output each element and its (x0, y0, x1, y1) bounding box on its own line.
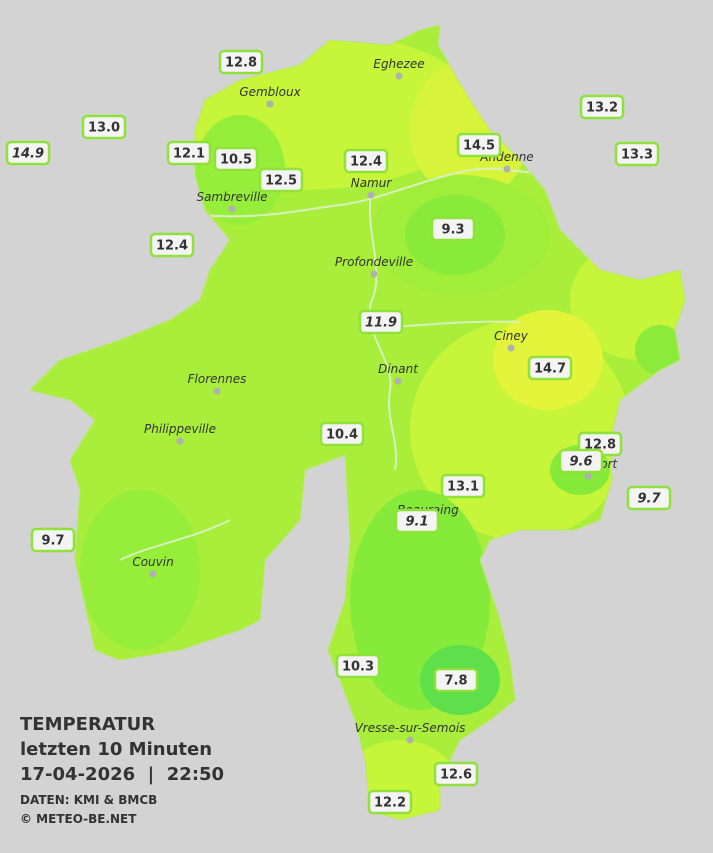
station-box (367, 789, 413, 815)
city-label: Florennes (188, 372, 247, 386)
station-value: 12.6 (440, 768, 472, 783)
legend: TEMPERATUR letzten 10 Minuten 17-04-2026… (20, 714, 224, 826)
station-value: 12.5 (265, 174, 297, 189)
city-dot (503, 165, 511, 173)
city-dot (176, 437, 184, 445)
city-dot (584, 472, 592, 480)
city-dot (228, 205, 236, 213)
station-value: 12.1 (173, 147, 205, 162)
station-box (440, 473, 486, 499)
station-box (335, 653, 381, 679)
legend-title: TEMPERATUR (20, 714, 155, 735)
station-value: 10.5 (220, 153, 252, 168)
station-value: 9.3 (441, 223, 464, 238)
station-box (614, 141, 660, 167)
station-value: 13.3 (621, 148, 653, 163)
station-value: 10.4 (326, 428, 358, 443)
city-label: Ciney (494, 329, 529, 343)
station-value: 9.6 (569, 455, 592, 470)
station-box (5, 140, 51, 166)
station-box (433, 667, 479, 693)
station-box (579, 94, 625, 120)
station-value: 9.1 (405, 515, 428, 530)
station-box (166, 140, 212, 166)
city-label: Sambreville (196, 190, 267, 204)
station-value: 14.7 (534, 362, 566, 377)
city-dot (507, 344, 515, 352)
legend-timestamp: 17-04-2026 | 22:50 (20, 764, 224, 785)
station-box (343, 148, 389, 174)
station-value: 14.9 (12, 147, 44, 162)
station-value: 13.2 (586, 101, 618, 116)
station-value: 13.0 (88, 121, 120, 136)
city-label: Couvin (132, 555, 173, 569)
station-value: 10.3 (342, 660, 374, 675)
city-label: Gembloux (239, 85, 301, 99)
city-label: Vresse-sur-Semois (355, 721, 466, 735)
station-value: 12.4 (350, 155, 382, 170)
station-box (558, 448, 604, 474)
city-dot (395, 72, 403, 80)
station-box (433, 761, 479, 787)
station-box (430, 216, 476, 242)
station-box (218, 49, 264, 75)
station-box (456, 132, 502, 158)
city-dot (266, 100, 274, 108)
legend-source: DATEN: KMI & BMCB (20, 793, 157, 807)
city-label: Profondeville (335, 255, 413, 269)
stations: 12.8 13.0 14.9 12.1 10.5 12.5 12.4 14.5 13.2 13.3… (5, 49, 672, 815)
city-label: Philippeville (144, 422, 216, 436)
station-value: 12.4 (156, 239, 188, 254)
station-box (30, 527, 76, 553)
station-value: 7.8 (444, 674, 467, 689)
city-label: Dinant (378, 362, 419, 376)
legend-period: letzten 10 Minuten (20, 739, 212, 760)
station-box (213, 146, 259, 172)
station-value: 13.1 (447, 480, 479, 495)
legend-copyright: © METEO-BE.NET (20, 812, 137, 826)
station-value: 12.8 (225, 56, 257, 71)
city-label: Namur (351, 176, 393, 190)
station-value: 11.9 (365, 316, 397, 331)
city-label: Eghezee (373, 57, 424, 71)
station-box (319, 421, 365, 447)
station-box (394, 508, 440, 534)
station-value: 9.7 (41, 534, 64, 549)
city-dot (394, 377, 402, 385)
station-box (258, 167, 304, 193)
station-box (149, 232, 195, 258)
station-value: 9.7 (637, 492, 661, 507)
city-dot (149, 570, 157, 578)
station-box (358, 309, 404, 335)
station-value: 12.2 (374, 796, 406, 811)
station-box (626, 485, 672, 511)
city-dot (367, 191, 375, 199)
station-box (527, 355, 573, 381)
station-box (81, 114, 127, 140)
city-dot (370, 270, 378, 278)
station-value: 14.5 (463, 139, 495, 154)
city-dot (213, 387, 221, 395)
city-dot (406, 736, 414, 744)
